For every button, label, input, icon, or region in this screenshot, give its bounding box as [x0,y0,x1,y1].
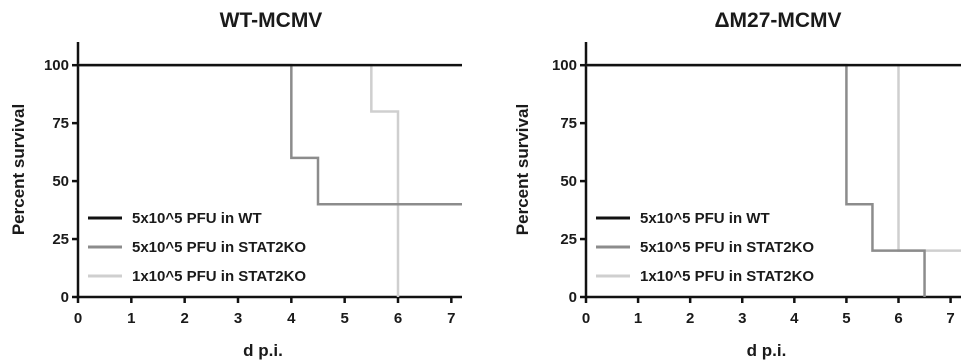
x-tick-label: 6 [394,310,402,327]
x-tick-label: 1 [127,310,135,327]
chart-title: ΔM27-MCMV [714,9,841,32]
legend-label: 5x10^5 PFU in STAT2KO [132,239,306,256]
legend-label: 5x10^5 PFU in WT [132,210,262,227]
y-tick-label: 75 [52,115,69,132]
y-tick-label: 0 [569,289,577,306]
x-tick-label: 0 [74,310,82,327]
series-line-2 [586,63,926,297]
x-axis-label: d p.i. [747,341,787,360]
y-tick-label: 100 [552,57,577,74]
y-tick-label: 50 [52,173,69,190]
legend-label: 5x10^5 PFU in WT [640,210,770,227]
x-axis-label: d p.i. [243,341,283,360]
legend-label: 5x10^5 PFU in STAT2KO [640,239,814,256]
x-tick-label: 7 [447,310,455,327]
x-tick-label: 5 [340,310,348,327]
series-line-3 [78,63,400,297]
y-tick-label: 25 [52,231,69,248]
y-axis-label: Percent survival [513,104,532,235]
y-axis-label: Percent survival [9,104,28,235]
chart-panel-2: ΔM27-MCMV 0 25 50 75 100 0 1 2 3 4 5 6 7 d p.i. Percent… [513,9,961,360]
series-line-2 [78,63,462,206]
chart-title: WT-MCMV [220,9,323,32]
x-tick-label: 3 [234,310,242,327]
y-tick-label: 50 [560,173,577,190]
x-tick-label: 1 [634,310,642,327]
x-tick-label: 3 [738,310,746,327]
y-tick-label: 0 [61,289,69,306]
x-tick-label: 4 [287,310,296,327]
x-tick-label: 2 [180,310,188,327]
x-tick-label: 7 [946,310,954,327]
x-tick-label: 2 [686,310,694,327]
legend-label: 1x10^5 PFU in STAT2KO [640,268,814,285]
x-tick-label: 6 [894,310,902,327]
x-tick-label: 5 [842,310,850,327]
chart-panel-1: WT-MCMV 0 25 50 75 100 0 1 2 3 4 5 6 7 d p.i. Percent s… [9,9,462,360]
y-tick-label: 75 [560,115,577,132]
y-tick-label: 100 [44,57,69,74]
legend-label: 1x10^5 PFU in STAT2KO [132,268,306,285]
x-tick-label: 4 [790,310,799,327]
y-tick-label: 25 [560,231,577,248]
x-tick-label: 0 [582,310,590,327]
